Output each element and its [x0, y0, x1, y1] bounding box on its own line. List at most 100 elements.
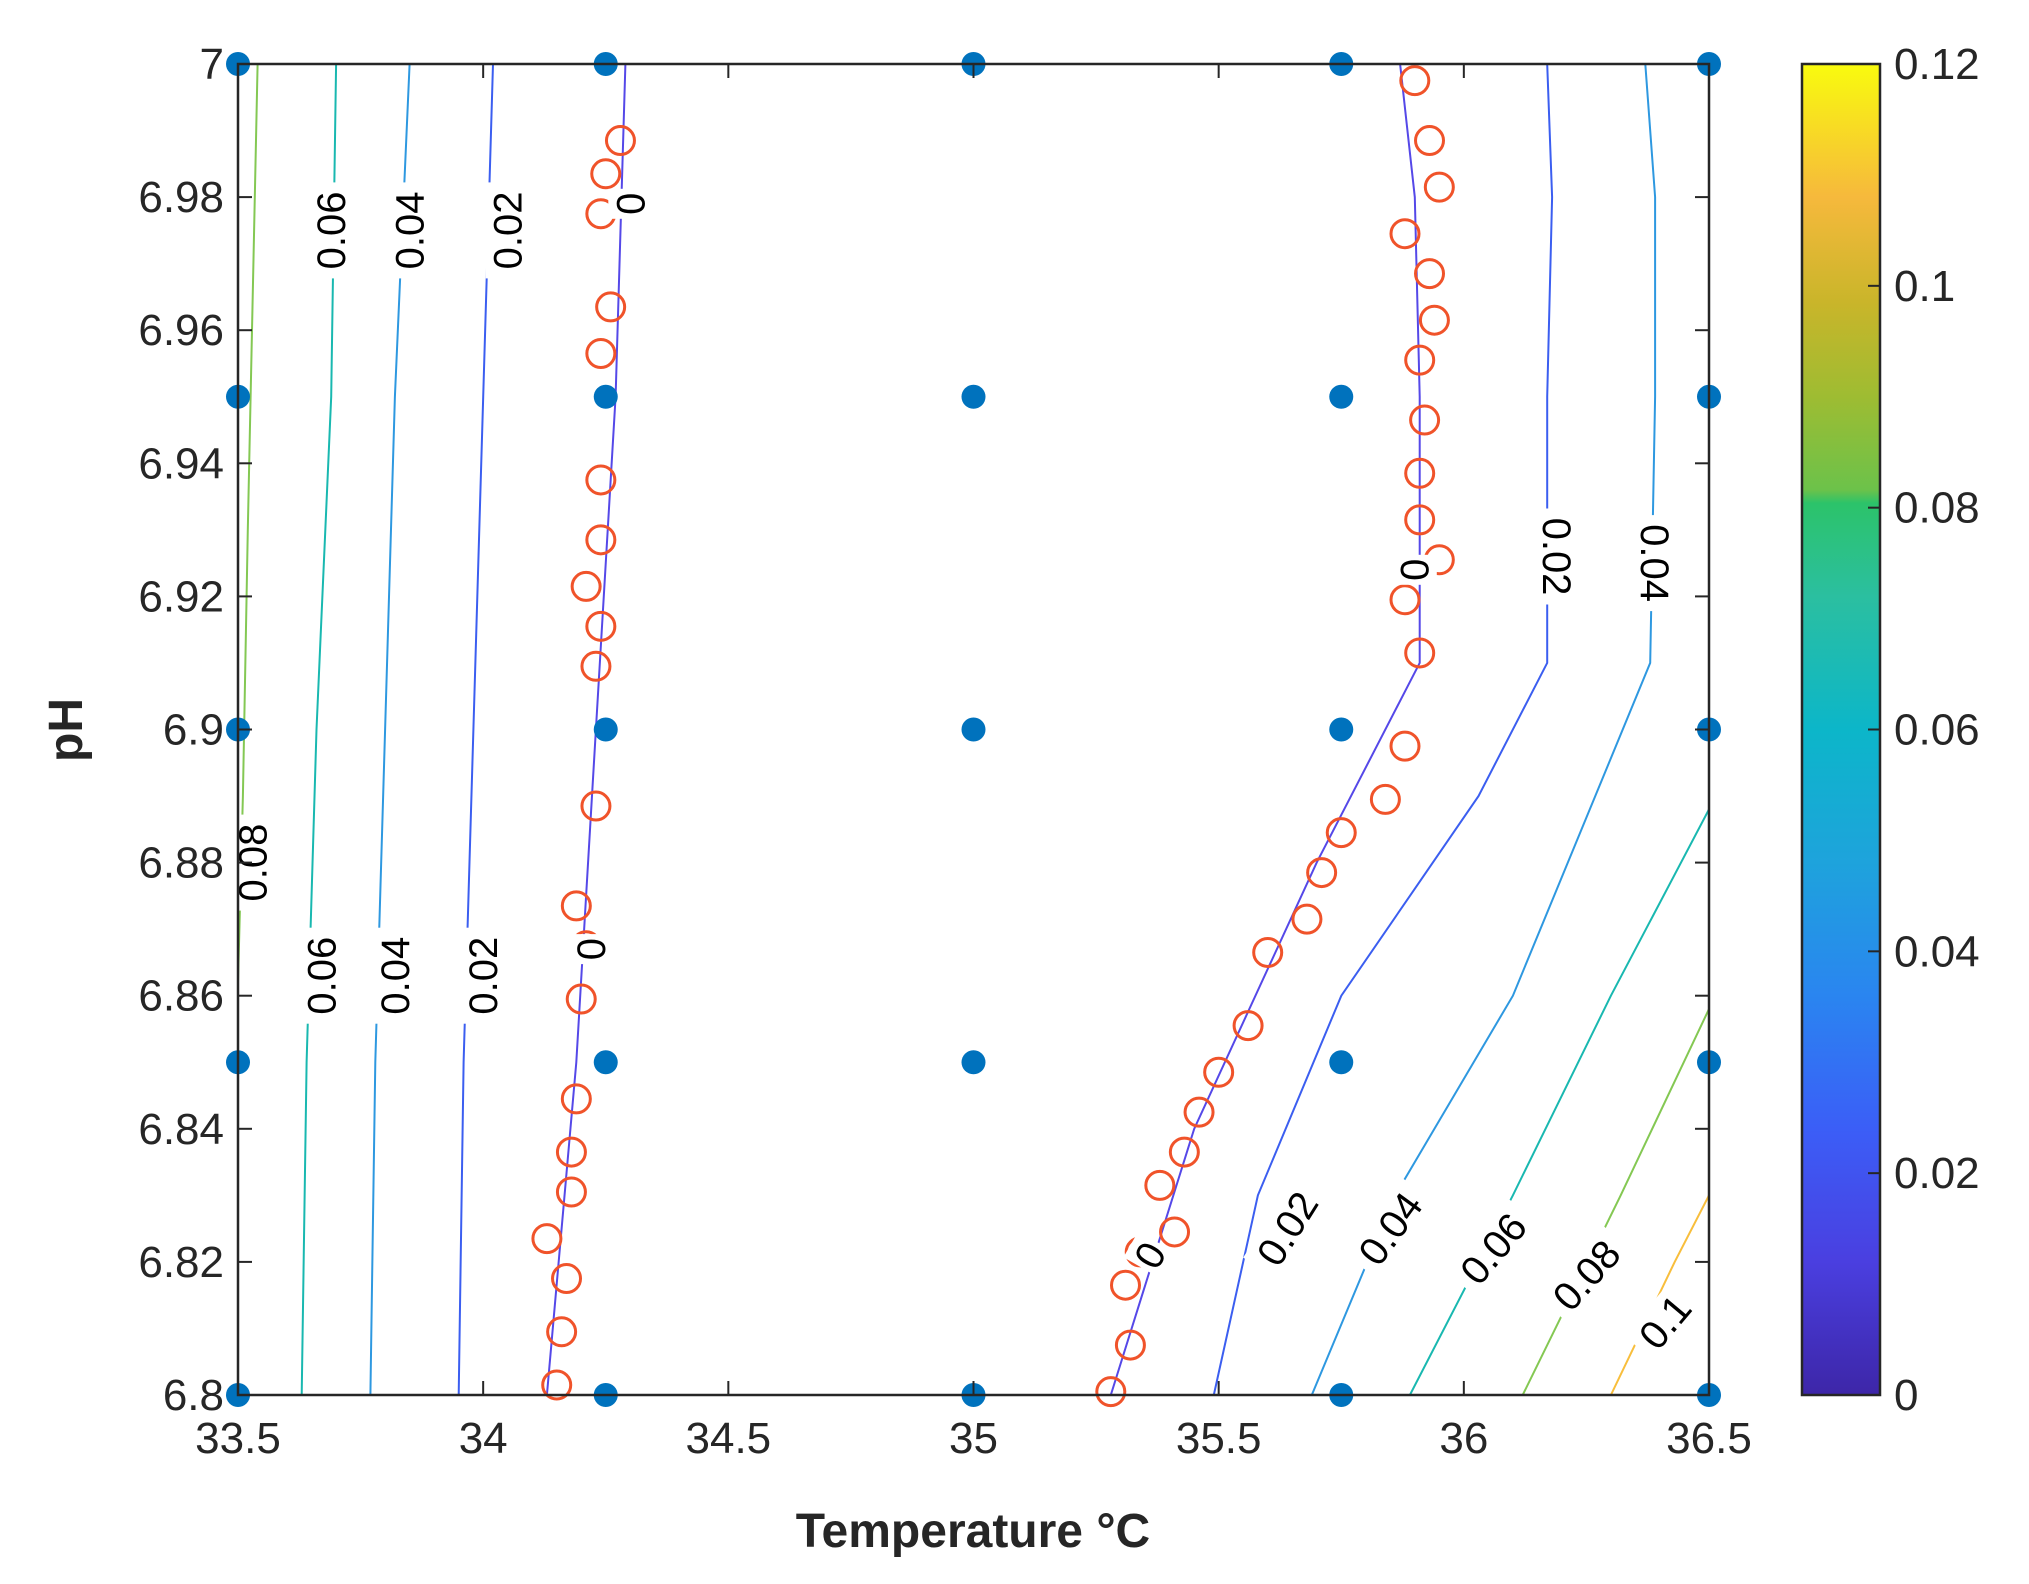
contour-line-1	[300, 64, 338, 1395]
design-point-17	[961, 384, 986, 409]
svg-text:0: 0	[1392, 559, 1436, 581]
boundary-point-47	[1423, 171, 1455, 203]
colorbar-tick-label-2: 0.04	[1894, 927, 1980, 976]
boundary-point-5	[555, 1136, 587, 1168]
colorbar-tick-label-1: 0.02	[1894, 1149, 1980, 1198]
design-point-13	[1329, 717, 1354, 742]
contour-label-1: 0.04	[387, 182, 433, 279]
svg-text:0.04: 0.04	[389, 191, 433, 269]
svg-text:0.04: 0.04	[374, 937, 418, 1015]
boundary-point-3	[531, 1223, 563, 1255]
y-tick-label-7: 6.94	[138, 439, 224, 488]
boundary-point-6	[560, 1083, 592, 1115]
y-tick-label-10: 7	[200, 40, 224, 89]
boundary-point-0	[541, 1369, 573, 1401]
boundary-point-15	[585, 464, 617, 496]
x-axis-title: Temperature °C	[796, 1505, 1150, 1558]
colorbar	[1800, 62, 1882, 1397]
boundary-point-10	[580, 790, 612, 822]
boundary-point-7	[565, 983, 597, 1015]
svg-text:0: 0	[609, 193, 653, 215]
x-tick-label-4: 35.5	[1176, 1414, 1262, 1463]
colorbar-tick-label-6: 0.12	[1894, 40, 1980, 89]
x-tick-label-5: 36	[1439, 1414, 1488, 1463]
boundary-point-14	[585, 524, 617, 556]
design-point-12	[961, 717, 986, 742]
colorbar-tick-label-4: 0.08	[1894, 484, 1980, 533]
colorbar-tick-label-0: 0	[1894, 1371, 1918, 1420]
design-point-11	[593, 717, 618, 742]
y-tick-label-1: 6.82	[138, 1238, 224, 1287]
contour-label-5: 0.06	[299, 927, 344, 1024]
boundary-point-1	[546, 1316, 578, 1348]
boundary-point-49	[1399, 65, 1431, 97]
boundary-point-31	[1252, 936, 1284, 968]
y-tick-label-8: 6.96	[138, 306, 224, 355]
boundary-point-9	[560, 890, 592, 922]
contour-label-7: 0.02	[461, 927, 506, 1024]
boundary-point-35	[1369, 783, 1401, 815]
svg-text:0: 0	[570, 938, 614, 960]
boundary-point-44	[1418, 304, 1450, 336]
boundary-point-11	[580, 650, 612, 682]
y-tick-label-4: 6.88	[138, 839, 224, 888]
design-point-7	[961, 1050, 986, 1075]
contour-line-8	[1409, 808, 1709, 1395]
colorbar-tick-label-5: 0.1	[1894, 262, 1955, 311]
boundary-point-27	[1168, 1136, 1200, 1168]
boundary-point-42	[1409, 404, 1441, 436]
colorbar-axis: 0 0.02 0.04 0.06 0.08 0.1 0.12	[1868, 40, 1980, 1420]
y-tick-label-9: 6.98	[138, 173, 224, 222]
boundary-point-23	[1110, 1269, 1142, 1301]
boundary-point-12	[585, 610, 617, 642]
x-tick-label-1: 34	[459, 1414, 508, 1463]
contour-line-2	[369, 64, 411, 1395]
boundary-point-32	[1291, 903, 1323, 935]
design-point-6	[593, 1050, 618, 1075]
boundary-point-30	[1232, 1010, 1264, 1042]
boundary-point-26	[1144, 1169, 1176, 1201]
boundary-point-22	[1114, 1329, 1146, 1361]
x-tick-label-3: 35	[949, 1414, 998, 1463]
contour-label-3: 0	[608, 188, 653, 219]
boundary-point-13	[570, 570, 602, 602]
boundary-point-19	[590, 158, 622, 190]
boundary-point-37	[1404, 637, 1436, 669]
svg-text:0.02: 0.02	[462, 937, 506, 1015]
boundary-point-2	[551, 1263, 583, 1295]
contour-line-9	[1521, 1008, 1709, 1395]
svg-text:0.06: 0.06	[310, 191, 354, 269]
contour-label-6: 0.04	[372, 927, 418, 1024]
boundary-point-45	[1414, 258, 1446, 290]
y-axis-title: pH	[40, 698, 93, 762]
x-tick-label-0: 33.5	[195, 1414, 281, 1463]
boundary-point-41	[1404, 457, 1436, 489]
boundary-point-21	[1095, 1376, 1127, 1408]
boundary-point-29	[1203, 1056, 1235, 1088]
boundary-point-20	[604, 125, 636, 157]
svg-text:0.02: 0.02	[487, 191, 531, 269]
colorbar-tick-label-3: 0.06	[1894, 706, 1980, 755]
contour-label-10: 0.02	[1534, 508, 1579, 605]
y-tick-label-6: 6.92	[138, 572, 224, 621]
design-point-18	[1329, 384, 1354, 409]
boundary-point-4	[555, 1176, 587, 1208]
y-tick-label-3: 6.86	[138, 972, 224, 1021]
boundary-point-48	[1414, 125, 1446, 157]
contour-line-3	[457, 64, 494, 1395]
boundary-point-38	[1389, 584, 1421, 616]
design-point-8	[1329, 1050, 1354, 1075]
contour-line-6	[1212, 64, 1554, 1395]
svg-text:0.06: 0.06	[300, 937, 344, 1015]
boundary-point-34	[1325, 817, 1357, 849]
boundary-point-28	[1183, 1096, 1215, 1128]
y-tick-label-2: 6.84	[138, 1105, 224, 1154]
boundary-point-43	[1404, 344, 1436, 376]
contour-label-2: 0.02	[485, 182, 531, 279]
contour-label-8: 0	[569, 934, 614, 965]
boundary-point-46	[1389, 218, 1421, 250]
boundary-point-16	[585, 337, 617, 369]
x-tick-label-2: 34.5	[686, 1414, 772, 1463]
y-tick-label-5: 6.9	[163, 706, 224, 755]
